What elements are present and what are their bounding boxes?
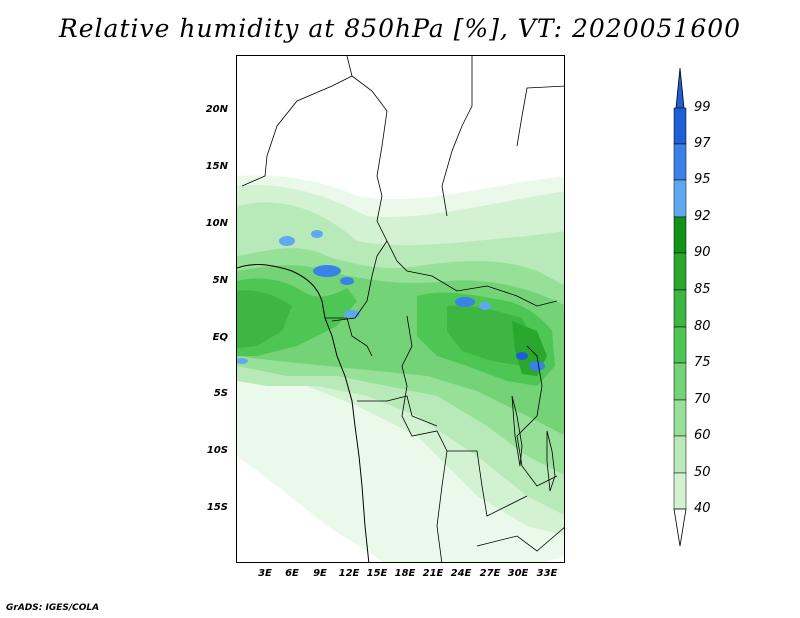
colorbar-segment-60-70 — [673, 399, 687, 437]
humidity-pocket-95 — [479, 302, 491, 310]
colorbar-label-50: 50 — [694, 465, 711, 480]
x-tick-label-12e: 12E — [338, 568, 360, 579]
humidity-band-90-east — [447, 305, 537, 366]
humidity-pocket-99 — [516, 352, 528, 360]
x-tick-label-6e: 6E — [285, 568, 299, 579]
map-title: Relative humidity at 850hPa [%], VT: 202… — [58, 14, 742, 43]
colorbar-segment-40-50 — [673, 472, 687, 510]
x-tick-label-18e: 18E — [394, 568, 416, 579]
humidity-map — [236, 55, 565, 563]
country-border — [331, 240, 388, 322]
country-border — [436, 450, 448, 562]
country-border — [516, 345, 558, 487]
y-tick-label-15s: 15S — [206, 502, 228, 513]
x-tick-label-3e: 3E — [258, 568, 272, 579]
country-border — [476, 527, 564, 552]
colorbar-segment-75-80 — [673, 326, 687, 364]
colorbar-label-40: 40 — [694, 501, 711, 516]
y-tick-label-eq: EQ — [212, 332, 228, 343]
humidity-pocket-97 — [340, 277, 354, 285]
colorbar-label-80: 80 — [694, 319, 711, 334]
lake-outline — [511, 395, 523, 467]
colorbar — [673, 68, 687, 547]
colorbar-label-95: 95 — [694, 172, 711, 187]
colorbar-label-97: 97 — [694, 136, 711, 151]
humidity-pocket-97 — [313, 265, 341, 277]
colorbar-segment-50-60 — [673, 435, 687, 474]
humidity-pocket-95 — [311, 230, 323, 238]
country-border — [376, 220, 558, 307]
x-tick-label-30e: 30E — [507, 568, 529, 579]
x-tick-label-21e: 21E — [422, 568, 444, 579]
colorbar-cap-bottom — [673, 508, 687, 547]
colorbar-segment-97-99 — [673, 107, 687, 145]
colorbar-segment-70-75 — [673, 362, 687, 401]
humidity-pocket-95 — [237, 358, 248, 364]
colorbar-cap-top — [675, 68, 685, 109]
colorbar-label-75: 75 — [694, 355, 711, 370]
x-tick-label-15e: 15E — [366, 568, 388, 579]
humidity-pocket-97 — [529, 361, 545, 371]
lake-outline — [546, 430, 556, 492]
country-border — [351, 75, 388, 222]
colorbar-segment-80-85 — [673, 289, 687, 328]
x-tick-label-24e: 24E — [450, 568, 472, 579]
country-border — [357, 395, 438, 427]
humidity-band-90 — [237, 290, 292, 348]
y-tick-label-20n: 20N — [205, 104, 228, 115]
coastline — [237, 264, 370, 562]
country-border — [516, 85, 564, 147]
colorbar-label-92: 92 — [694, 209, 711, 224]
colorbar-label-90: 90 — [694, 245, 711, 260]
colorbar-segment-95-97 — [673, 143, 687, 181]
colorbar-label-70: 70 — [694, 392, 711, 407]
y-tick-label-5s: 5S — [213, 388, 228, 399]
country-border — [241, 56, 353, 187]
colorbar-segment-90-92 — [673, 216, 687, 254]
x-tick-label-9e: 9E — [313, 568, 327, 579]
country-border — [325, 317, 373, 357]
colorbar-segment-92-95 — [673, 179, 687, 218]
x-tick-label-33e: 33E — [536, 568, 558, 579]
humidity-pocket-97 — [455, 297, 475, 307]
colorbar-label-85: 85 — [694, 282, 711, 297]
y-tick-label-10s: 10S — [206, 445, 228, 456]
humidity-pocket-95 — [279, 236, 295, 246]
country-border — [401, 315, 528, 517]
y-tick-label-5n: 5N — [212, 275, 228, 286]
humidity-field — [237, 56, 564, 562]
country-border — [441, 56, 473, 217]
colorbar-label-99: 99 — [694, 100, 711, 115]
colorbar-label-60: 60 — [694, 428, 711, 443]
x-tick-label-27e: 27E — [479, 568, 501, 579]
y-tick-label-15n: 15N — [205, 161, 228, 172]
y-tick-label-10n: 10N — [205, 218, 228, 229]
footer-credit: GrADS: IGES/COLA — [6, 603, 100, 613]
colorbar-segment-85-90 — [673, 252, 687, 291]
